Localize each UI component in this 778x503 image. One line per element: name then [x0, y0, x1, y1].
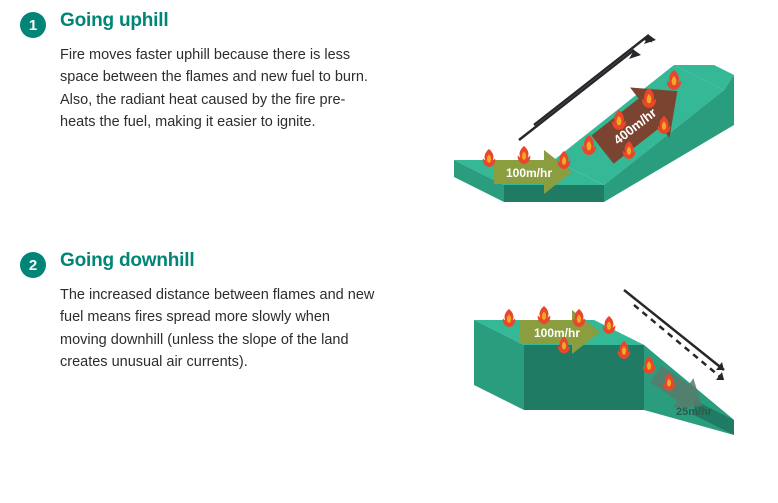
section-number-badge: 1 — [20, 12, 46, 38]
svg-text:25m/hr: 25m/hr — [676, 406, 713, 418]
section-heading: Going uphill — [60, 10, 380, 32]
downhill-diagram: 100m/hr 25m/hr — [410, 250, 758, 450]
section-heading: Going downhill — [60, 250, 380, 272]
content-block: 2 Going downhill The increased distance … — [20, 250, 380, 374]
text-block: Going downhill The increased distance be… — [60, 250, 380, 374]
section-number-badge: 2 — [20, 252, 46, 278]
uphill-diagram: 400m/hr 100m/hr — [410, 10, 758, 210]
text-block: Going uphill Fire moves faster uphill be… — [60, 10, 380, 134]
section-uphill: 1 Going uphill Fire moves faster uphill … — [20, 10, 758, 210]
section-body: The increased distance between flames an… — [60, 284, 380, 374]
section-body: Fire moves faster uphill because there i… — [60, 44, 380, 134]
svg-text:100m/hr: 100m/hr — [534, 326, 580, 340]
section-downhill: 2 Going downhill The increased distance … — [20, 250, 758, 450]
svg-text:100m/hr: 100m/hr — [506, 166, 552, 180]
content-block: 1 Going uphill Fire moves faster uphill … — [20, 10, 380, 134]
